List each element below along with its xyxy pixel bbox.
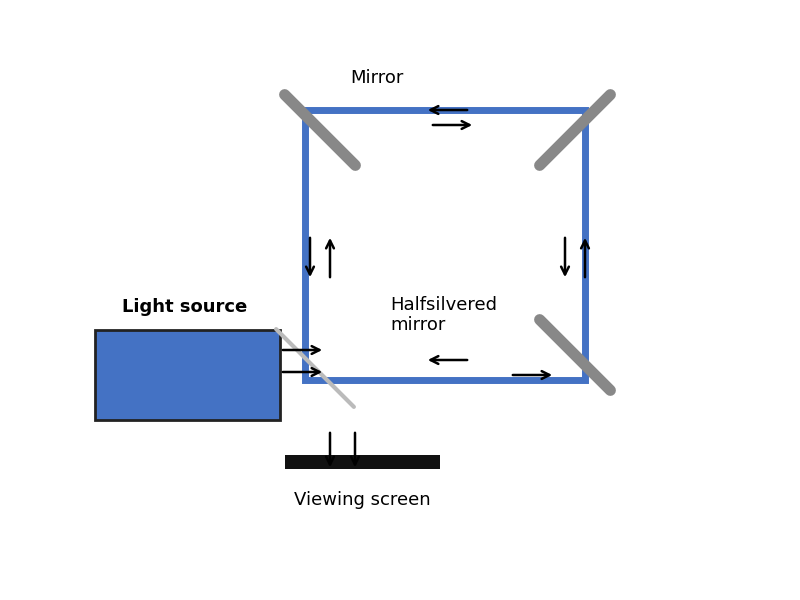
Text: Halfsilvered: Halfsilvered — [390, 296, 497, 314]
Text: Mirror: Mirror — [350, 69, 403, 87]
Text: Viewing screen: Viewing screen — [294, 491, 430, 509]
Text: Light source: Light source — [122, 298, 248, 316]
Bar — [305, 110, 585, 380]
Text: mirror: mirror — [390, 316, 446, 334]
Bar — [95, 330, 280, 420]
Bar — [285, 455, 440, 469]
